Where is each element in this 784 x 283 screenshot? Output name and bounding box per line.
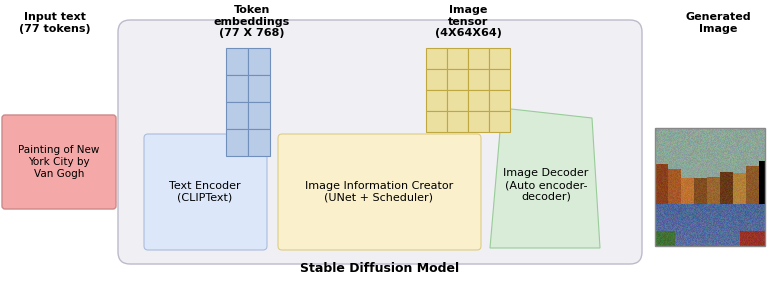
Text: Image Decoder
(Auto encoder-
decoder): Image Decoder (Auto encoder- decoder) [503,168,589,201]
Bar [489,48,510,69]
Bar [468,90,489,111]
Bar [226,75,248,102]
Bar [426,111,447,132]
Bar [447,48,468,69]
FancyBboxPatch shape [278,134,481,250]
Bar [248,129,270,156]
Bar [248,48,270,75]
Bar [489,90,510,111]
Bar [447,90,468,111]
Text: Input text
(77 tokens): Input text (77 tokens) [19,12,91,34]
Text: Generated
Image: Generated Image [685,12,751,34]
FancyBboxPatch shape [118,20,642,264]
Text: Stable Diffusion Model: Stable Diffusion Model [300,261,459,275]
Bar [447,69,468,90]
Bar [655,128,765,246]
FancyBboxPatch shape [2,115,116,209]
Bar [426,69,447,90]
Text: Painting of New
York City by
Van Gogh: Painting of New York City by Van Gogh [18,145,100,179]
Bar [426,48,447,69]
Text: Image Information Creator
(UNet + Scheduler): Image Information Creator (UNet + Schedu… [305,181,453,203]
Bar [226,48,248,75]
Text: Token
embeddings
(77 X 768): Token embeddings (77 X 768) [214,5,290,38]
Bar [426,90,447,111]
Bar [468,48,489,69]
Bar [226,129,248,156]
Bar [468,69,489,90]
Bar [248,102,270,129]
Text: Image
tensor
(4X64X64): Image tensor (4X64X64) [434,5,502,38]
Bar [226,102,248,129]
Bar [447,111,468,132]
Polygon shape [490,108,600,248]
FancyBboxPatch shape [144,134,267,250]
Bar [489,111,510,132]
Bar [248,75,270,102]
Bar [468,111,489,132]
Bar [489,69,510,90]
Text: Text Encoder
(CLIPText): Text Encoder (CLIPText) [169,181,241,203]
